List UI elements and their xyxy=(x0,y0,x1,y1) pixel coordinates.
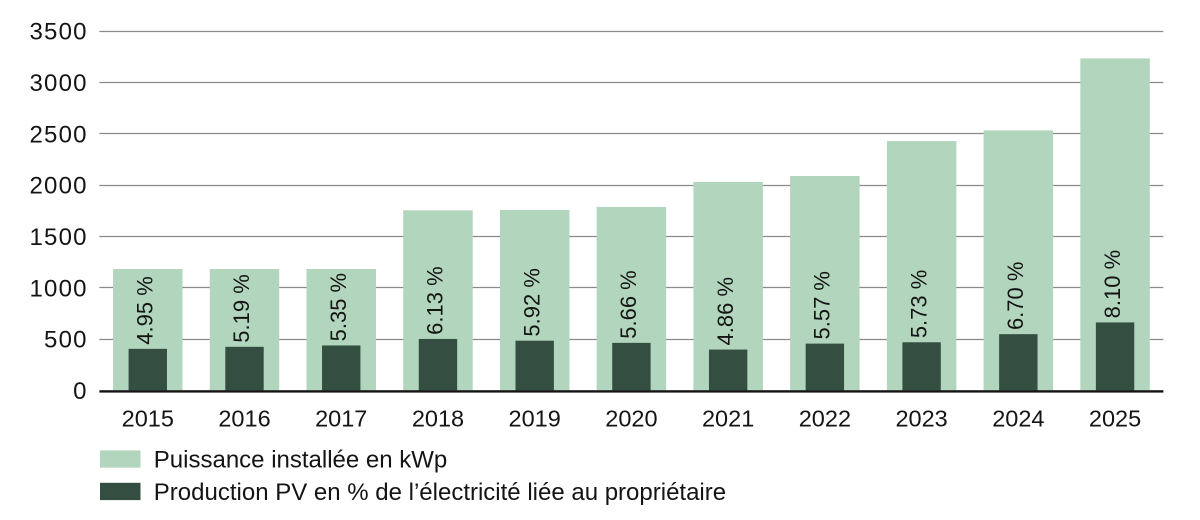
svg-text:2500: 2500 xyxy=(29,121,87,148)
svg-text:2017: 2017 xyxy=(315,406,367,432)
svg-text:6.70 %: 6.70 % xyxy=(1003,262,1028,331)
svg-text:Production PV en % de l’électr: Production PV en % de l’électricité liée… xyxy=(154,479,726,506)
svg-text:1500: 1500 xyxy=(29,224,87,251)
svg-text:2000: 2000 xyxy=(29,173,87,200)
svg-text:8.10 %: 8.10 % xyxy=(1100,250,1125,319)
svg-text:4.95 %: 4.95 % xyxy=(132,276,157,345)
svg-text:5.35 %: 5.35 % xyxy=(326,273,351,342)
svg-text:5.92 %: 5.92 % xyxy=(519,268,544,337)
svg-text:2021: 2021 xyxy=(702,406,754,432)
svg-text:2016: 2016 xyxy=(218,406,270,432)
svg-text:500: 500 xyxy=(44,327,88,354)
svg-text:6.13 %: 6.13 % xyxy=(423,266,448,335)
svg-text:5.73 %: 5.73 % xyxy=(906,270,931,339)
svg-text:3000: 3000 xyxy=(29,70,87,97)
svg-text:2020: 2020 xyxy=(605,406,657,432)
svg-text:5.19 %: 5.19 % xyxy=(229,274,254,343)
svg-text:4.86 %: 4.86 % xyxy=(713,277,738,346)
svg-text:5.57 %: 5.57 % xyxy=(810,271,835,340)
svg-text:2023: 2023 xyxy=(895,406,947,432)
svg-text:Puissance installée en kWp: Puissance installée en kWp xyxy=(154,447,447,474)
svg-text:2025: 2025 xyxy=(1089,406,1141,432)
svg-text:2018: 2018 xyxy=(412,406,464,432)
svg-text:5.66 %: 5.66 % xyxy=(616,270,641,339)
svg-text:2015: 2015 xyxy=(122,406,174,432)
svg-text:0: 0 xyxy=(73,378,88,405)
svg-text:1000: 1000 xyxy=(29,275,87,302)
svg-text:2022: 2022 xyxy=(799,406,851,432)
svg-text:3500: 3500 xyxy=(29,19,87,46)
svg-text:2019: 2019 xyxy=(509,406,561,432)
svg-text:2024: 2024 xyxy=(992,406,1044,432)
